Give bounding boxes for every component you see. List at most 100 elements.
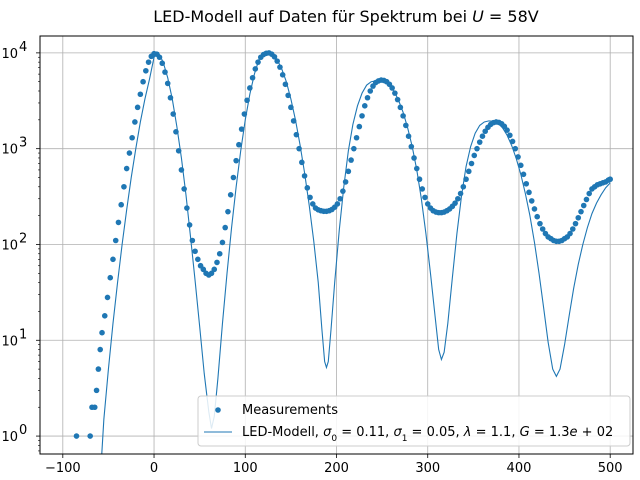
model-line: [101, 51, 611, 454]
data-point: [413, 165, 420, 172]
data-point: [132, 119, 138, 125]
data-point: [422, 194, 428, 201]
data-point: [455, 195, 461, 202]
data-point: [575, 214, 582, 221]
data-point: [361, 103, 368, 109]
data-point: [118, 201, 124, 208]
data-point: [167, 94, 174, 101]
data-point: [156, 54, 163, 61]
data-point: [241, 111, 248, 117]
data-point: [476, 139, 483, 145]
y-tick-exponent: 3: [19, 136, 27, 151]
data-point: [482, 128, 489, 135]
data-point: [189, 237, 196, 244]
data-point: [416, 176, 423, 183]
data-point: [255, 59, 261, 65]
data-point: [173, 129, 179, 135]
data-point: [159, 60, 166, 67]
data-point: [175, 148, 182, 154]
data-point: [537, 220, 543, 227]
data-point: [534, 213, 541, 220]
y-tick-exponent: 4: [19, 40, 27, 55]
data-point: [580, 202, 587, 209]
y-tick-exponent: 1: [19, 327, 27, 342]
data-point: [334, 201, 341, 207]
data-point: [143, 67, 149, 74]
data-point: [134, 104, 141, 111]
data-point: [539, 226, 546, 232]
data-point: [345, 168, 352, 175]
data-point: [195, 256, 201, 263]
x-tick-label: 400: [507, 461, 532, 476]
data-point: [238, 126, 245, 132]
data-point: [479, 133, 486, 139]
data-point: [403, 122, 409, 129]
data-point: [145, 59, 152, 65]
data-point: [129, 134, 135, 141]
data-point: [512, 145, 519, 152]
x-tick-label: −100: [45, 461, 81, 476]
data-point: [342, 179, 349, 185]
data-point: [227, 192, 234, 198]
data-point: [137, 91, 144, 98]
data-point: [99, 329, 105, 336]
data-point: [200, 266, 207, 273]
x-tick-label: 100: [233, 461, 258, 476]
data-point: [424, 201, 431, 207]
data-point: [282, 81, 289, 88]
data-point: [211, 266, 218, 273]
data-point: [307, 194, 313, 201]
data-point: [572, 220, 579, 227]
data-point: [222, 224, 228, 231]
y-tick-exponent: 0: [19, 423, 27, 438]
data-point: [97, 346, 104, 353]
data-point: [567, 230, 573, 237]
data-point: [244, 97, 250, 104]
data-point: [216, 250, 223, 257]
data-point: [586, 190, 593, 197]
data-point: [293, 131, 300, 138]
data-point: [408, 143, 415, 150]
data-point: [578, 208, 584, 215]
data-point: [208, 270, 215, 277]
data-point: [107, 274, 114, 281]
data-point: [186, 222, 193, 228]
legend-label-measurements: Measurements: [242, 403, 338, 418]
data-point: [509, 138, 516, 145]
data-point: [87, 433, 93, 439]
data-point: [233, 157, 239, 164]
data-point: [288, 104, 294, 111]
data-point: [528, 198, 535, 204]
x-tick-label: 300: [415, 461, 440, 476]
data-point: [299, 159, 305, 166]
data-point: [101, 313, 108, 319]
legend-label-model: LED-Modell, σ0 = 0.11, σ1 = 0.05, λ = 1.…: [242, 425, 613, 444]
data-point: [73, 433, 80, 439]
data-point: [468, 160, 475, 167]
data-point: [523, 180, 530, 187]
data-point: [460, 183, 467, 190]
data-point: [112, 237, 119, 244]
data-point: [214, 259, 220, 266]
legend-box: [197, 395, 631, 447]
data-point: [236, 141, 242, 148]
data-point: [359, 113, 365, 119]
data-point: [225, 208, 231, 215]
data-point: [569, 226, 576, 232]
data-point: [351, 145, 357, 152]
y-tick-label: 10: [1, 334, 18, 349]
data-point: [348, 157, 354, 163]
data-point: [419, 186, 426, 192]
data-point: [364, 94, 371, 101]
data-point: [121, 183, 127, 190]
data-point: [184, 205, 190, 211]
data-point: [95, 366, 102, 372]
data-point: [452, 200, 458, 206]
data-point: [230, 174, 237, 181]
data-point: [607, 176, 613, 183]
data-point: [91, 404, 98, 411]
data-point: [397, 104, 404, 111]
data-point: [123, 165, 130, 172]
